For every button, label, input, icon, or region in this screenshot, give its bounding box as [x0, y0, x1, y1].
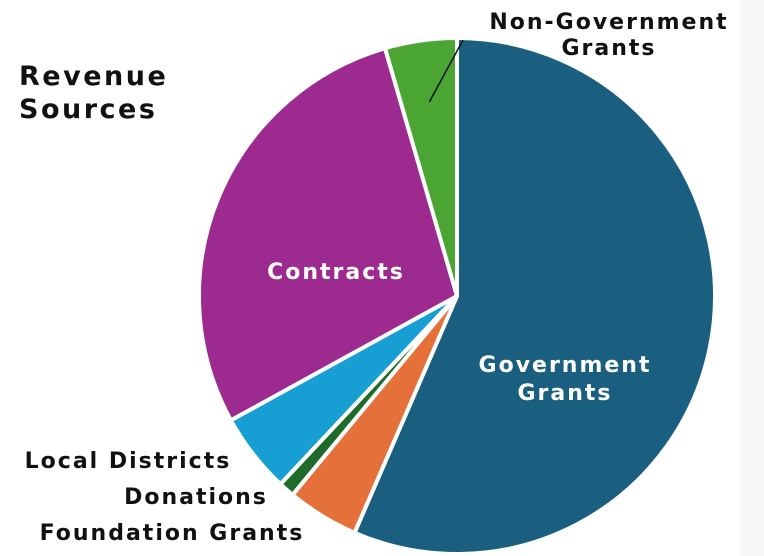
slice-label-foundation-grants: Foundation Grants — [40, 521, 305, 546]
slice-label-non-government-grants-line-2: Grants — [561, 36, 656, 61]
slice-label-government-grants-line-1: Government — [479, 353, 652, 378]
slice-label-foundation-grants-line-1: Foundation Grants — [40, 521, 305, 546]
pie-slice-government-grants — [352, 36, 717, 556]
slice-label-local-districts: Local Districts — [25, 449, 232, 474]
slice-labels: Government Grants Foundation Grants Donatio… — [25, 10, 728, 546]
page-edge-strip — [740, 0, 764, 556]
pie-slice-contracts — [197, 46, 459, 423]
slice-label-non-government-grants-line-1: Non-Government — [489, 10, 728, 35]
chart-title-line-2: Sources — [19, 94, 158, 125]
slice-label-government-grants-line-2: Grants — [517, 381, 612, 406]
slice-label-contracts: Contracts — [267, 260, 405, 285]
slice-label-donations: Donations — [124, 485, 268, 510]
slice-label-local-districts-line-1: Local Districts — [25, 449, 232, 474]
chart-title-line-1: Revenue — [19, 61, 169, 92]
chart-title: Revenue Sources — [19, 60, 168, 126]
slice-label-donations-line-1: Donations — [124, 485, 268, 510]
slice-label-government-grants: Government Grants — [479, 353, 652, 406]
slice-label-non-government-grants: Non-Government Grants — [489, 10, 728, 61]
leader-line-non-government-grants — [428, 39, 464, 103]
pie-slice-non-government-grants — [383, 36, 459, 298]
pie-slices — [197, 36, 717, 556]
slice-label-contracts-line-1: Contracts — [267, 260, 405, 285]
